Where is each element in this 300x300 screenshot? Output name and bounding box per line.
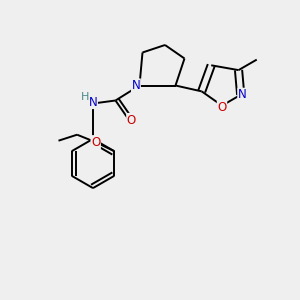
Text: O: O xyxy=(218,100,226,114)
Text: O: O xyxy=(127,113,136,127)
Text: N: N xyxy=(88,95,98,109)
Text: N: N xyxy=(131,79,140,92)
Text: O: O xyxy=(91,136,100,149)
Text: N: N xyxy=(238,88,247,101)
Text: H: H xyxy=(81,92,90,102)
